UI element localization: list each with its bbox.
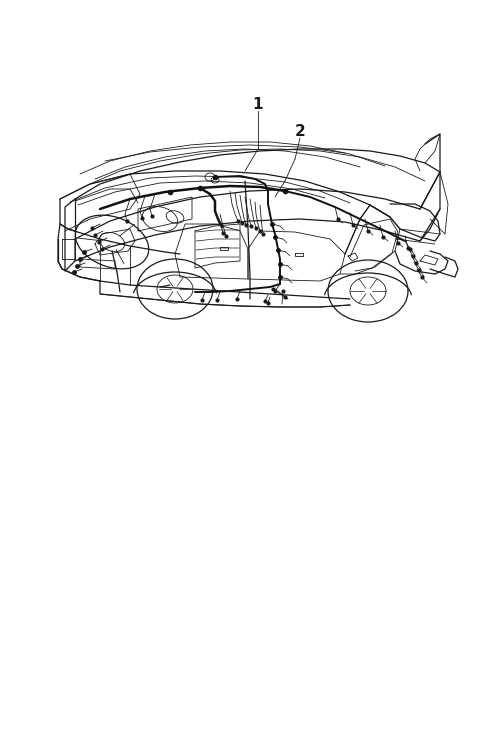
Text: 2: 2	[295, 123, 305, 139]
Text: 1: 1	[253, 96, 263, 112]
